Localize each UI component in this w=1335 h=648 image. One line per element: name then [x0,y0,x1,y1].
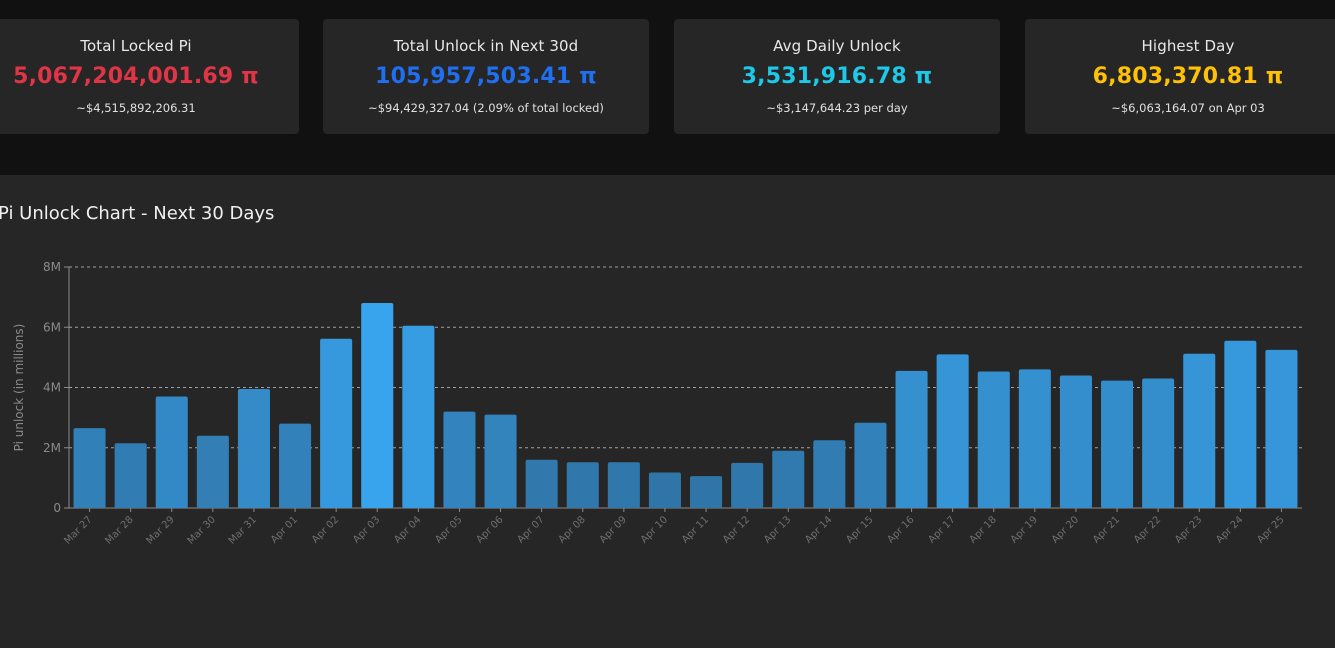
bar-mar-27[interactable] [73,428,106,508]
stat-value: 105,957,503.41 π [375,64,597,89]
x-tick-label: Apr 09 [598,514,629,545]
bar-apr-19[interactable] [1018,369,1051,508]
y-tick-label: 2M [43,441,61,455]
stat-subtext: ~$3,147,644.23 per day [766,101,908,115]
stat-card-total-locked: Total Locked Pi 5,067,204,001.69 π ~$4,5… [0,19,299,134]
bar-apr-07[interactable] [525,459,558,508]
bar-mar-31[interactable] [237,389,270,508]
stat-value: 6,803,370.81 π [1092,64,1284,89]
bar-apr-17[interactable] [936,354,969,508]
x-tick-label: Apr 24 [1214,514,1245,545]
x-tick-label: Apr 08 [557,514,588,545]
bar-apr-09[interactable] [607,462,640,508]
bar-apr-10[interactable] [648,472,681,508]
x-tick-label: Apr 07 [516,514,547,545]
bar-mar-30[interactable] [196,435,229,508]
bar-apr-01[interactable] [279,423,312,508]
x-tick-label: Apr 25 [1255,514,1286,545]
x-tick-label: Apr 02 [310,514,341,545]
x-tick-label: Apr 21 [1091,514,1122,545]
x-tick-label: Apr 20 [1050,514,1081,545]
bar-apr-18[interactable] [977,371,1010,508]
y-tick-label: 6M [43,320,61,334]
unlock-bar-chart: 0 2M 4M 6M 8M Pi unlock (in millions) Mar 27 Ma… [12,260,1302,547]
bar-apr-13[interactable] [772,450,805,508]
stat-title: Avg Daily Unlock [773,37,901,55]
bar-apr-21[interactable] [1101,380,1134,508]
x-tick-label: Apr 11 [680,514,711,545]
x-tick-label: Mar 27 [62,514,94,546]
stat-subtext: ~$6,063,164.07 on Apr 03 [1111,101,1265,115]
y-tick-label: 8M [43,260,61,274]
bar-apr-08[interactable] [566,462,599,508]
x-tick-label: Apr 04 [392,514,423,545]
bar-apr-25[interactable] [1265,349,1298,508]
bar-apr-03[interactable] [361,303,394,508]
y-tick-label: 4M [43,381,61,395]
chart-title: Pi Unlock Chart - Next 30 Days [0,203,275,224]
x-tick-label: Apr 10 [639,514,670,545]
x-tick-label: Apr 22 [1132,514,1163,545]
bar-apr-06[interactable] [484,414,517,508]
stat-subtext: ~$94,429,327.04 (2.09% of total locked) [368,101,604,115]
bar-apr-05[interactable] [443,411,476,508]
x-tick-label: Apr 01 [269,514,300,545]
x-tick-label: Apr 19 [1009,514,1040,545]
x-tick-label: Apr 13 [762,514,793,545]
bar-apr-22[interactable] [1142,378,1175,508]
x-tick-label: Apr 05 [433,514,464,545]
x-tick-label: Apr 23 [1173,514,1204,545]
bar-apr-23[interactable] [1183,353,1216,508]
x-tick-label: Apr 06 [474,514,505,545]
x-tick-label: Apr 14 [803,514,834,545]
bar-apr-11[interactable] [690,476,723,508]
stat-value: 5,067,204,001.69 π [13,64,259,89]
bar-apr-14[interactable] [813,440,846,508]
bar-apr-20[interactable] [1059,375,1092,508]
x-tick-label: Apr 15 [844,514,875,545]
bar-apr-12[interactable] [731,462,764,508]
bar-apr-15[interactable] [854,422,887,508]
x-tick-label: Mar 30 [186,514,218,546]
stat-title: Highest Day [1141,37,1235,55]
stat-subtext: ~$4,515,892,206.31 [76,101,196,115]
y-tick-label: 0 [53,501,61,515]
x-tick-label: Apr 03 [351,514,382,545]
chart-panel: Pi Unlock Chart - Next 30 Days 0 2M 4M 6M 8M… [0,175,1335,648]
stat-title: Total Unlock in Next 30d [393,37,579,55]
x-tick-label: Mar 31 [227,514,259,546]
bar-mar-29[interactable] [155,396,188,508]
x-tick-label: Mar 28 [103,514,135,546]
stat-value: 3,531,916.78 π [741,64,933,89]
y-axis-label: Pi unlock (in millions) [12,324,26,452]
bar-apr-24[interactable] [1224,340,1257,508]
bar-apr-04[interactable] [402,325,435,508]
x-tick-label: Apr 18 [968,514,999,545]
stat-card-avg-daily-unlock: Avg Daily Unlock 3,531,916.78 π ~$3,147,… [674,19,1000,134]
x-tick-label: Apr 17 [927,514,958,545]
bar-apr-16[interactable] [895,370,928,508]
stats-strip: Total Locked Pi 5,067,204,001.69 π ~$4,5… [0,0,1335,175]
x-tick-label: Mar 29 [144,514,176,546]
x-tick-label: Apr 16 [885,514,916,545]
stat-title: Total Locked Pi [80,37,192,55]
x-tick-label: Apr 12 [721,514,752,545]
stat-card-total-unlock-30d: Total Unlock in Next 30d 105,957,503.41 … [323,19,649,134]
bar-mar-28[interactable] [114,443,147,508]
stat-card-highest-day: Highest Day 6,803,370.81 π ~$6,063,164.0… [1025,19,1335,134]
bar-apr-02[interactable] [320,338,353,508]
